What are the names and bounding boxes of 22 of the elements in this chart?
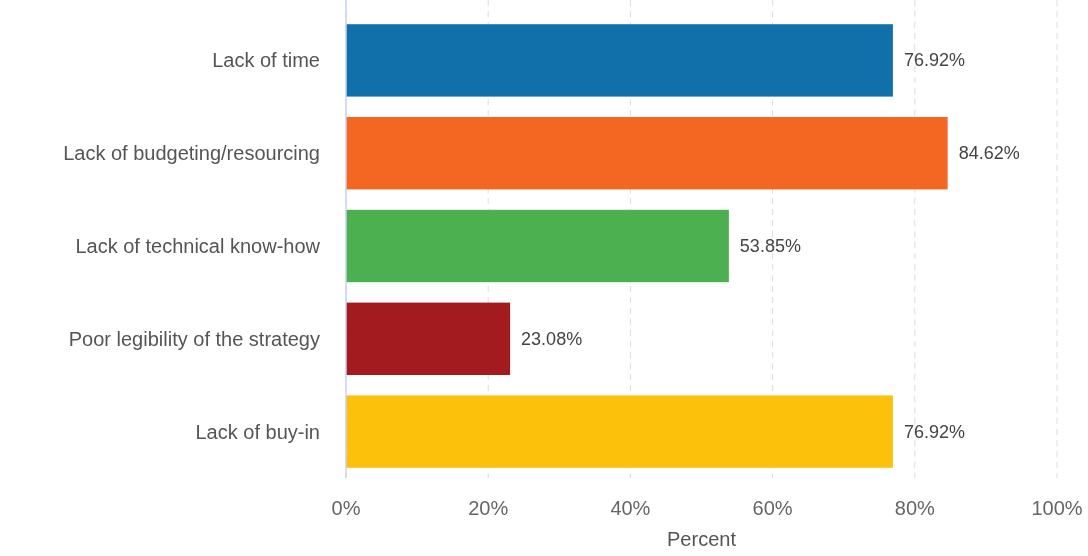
bar <box>346 117 948 190</box>
data-label: 76.92% <box>903 421 965 442</box>
x-tick-label: 60% <box>752 497 793 519</box>
y-tick-label: Lack of buy-in <box>195 420 320 443</box>
bar <box>346 395 893 468</box>
y-tick-label: Lack of budgeting/resourcing <box>63 142 320 165</box>
x-tick-label: 80% <box>894 497 936 519</box>
x-axis-title: Percent <box>667 528 737 550</box>
bar <box>346 302 511 375</box>
x-tick-label: 100% <box>1031 497 1083 519</box>
x-tick-label: 40% <box>610 497 651 519</box>
bar <box>346 209 729 283</box>
data-label: 76.92% <box>903 50 965 71</box>
x-tick-label: 20% <box>468 497 509 519</box>
data-label: 23.08% <box>521 328 583 349</box>
bar <box>346 24 893 97</box>
y-tick-label: Lack of time <box>212 49 320 72</box>
x-tick-label: 0% <box>331 497 361 519</box>
data-label: 53.85% <box>739 236 801 256</box>
y-tick-label: Lack of technical know-how <box>75 235 321 257</box>
data-label: 84.62% <box>958 143 1020 164</box>
y-tick-label: Poor legibility of the strategy <box>68 327 320 350</box>
